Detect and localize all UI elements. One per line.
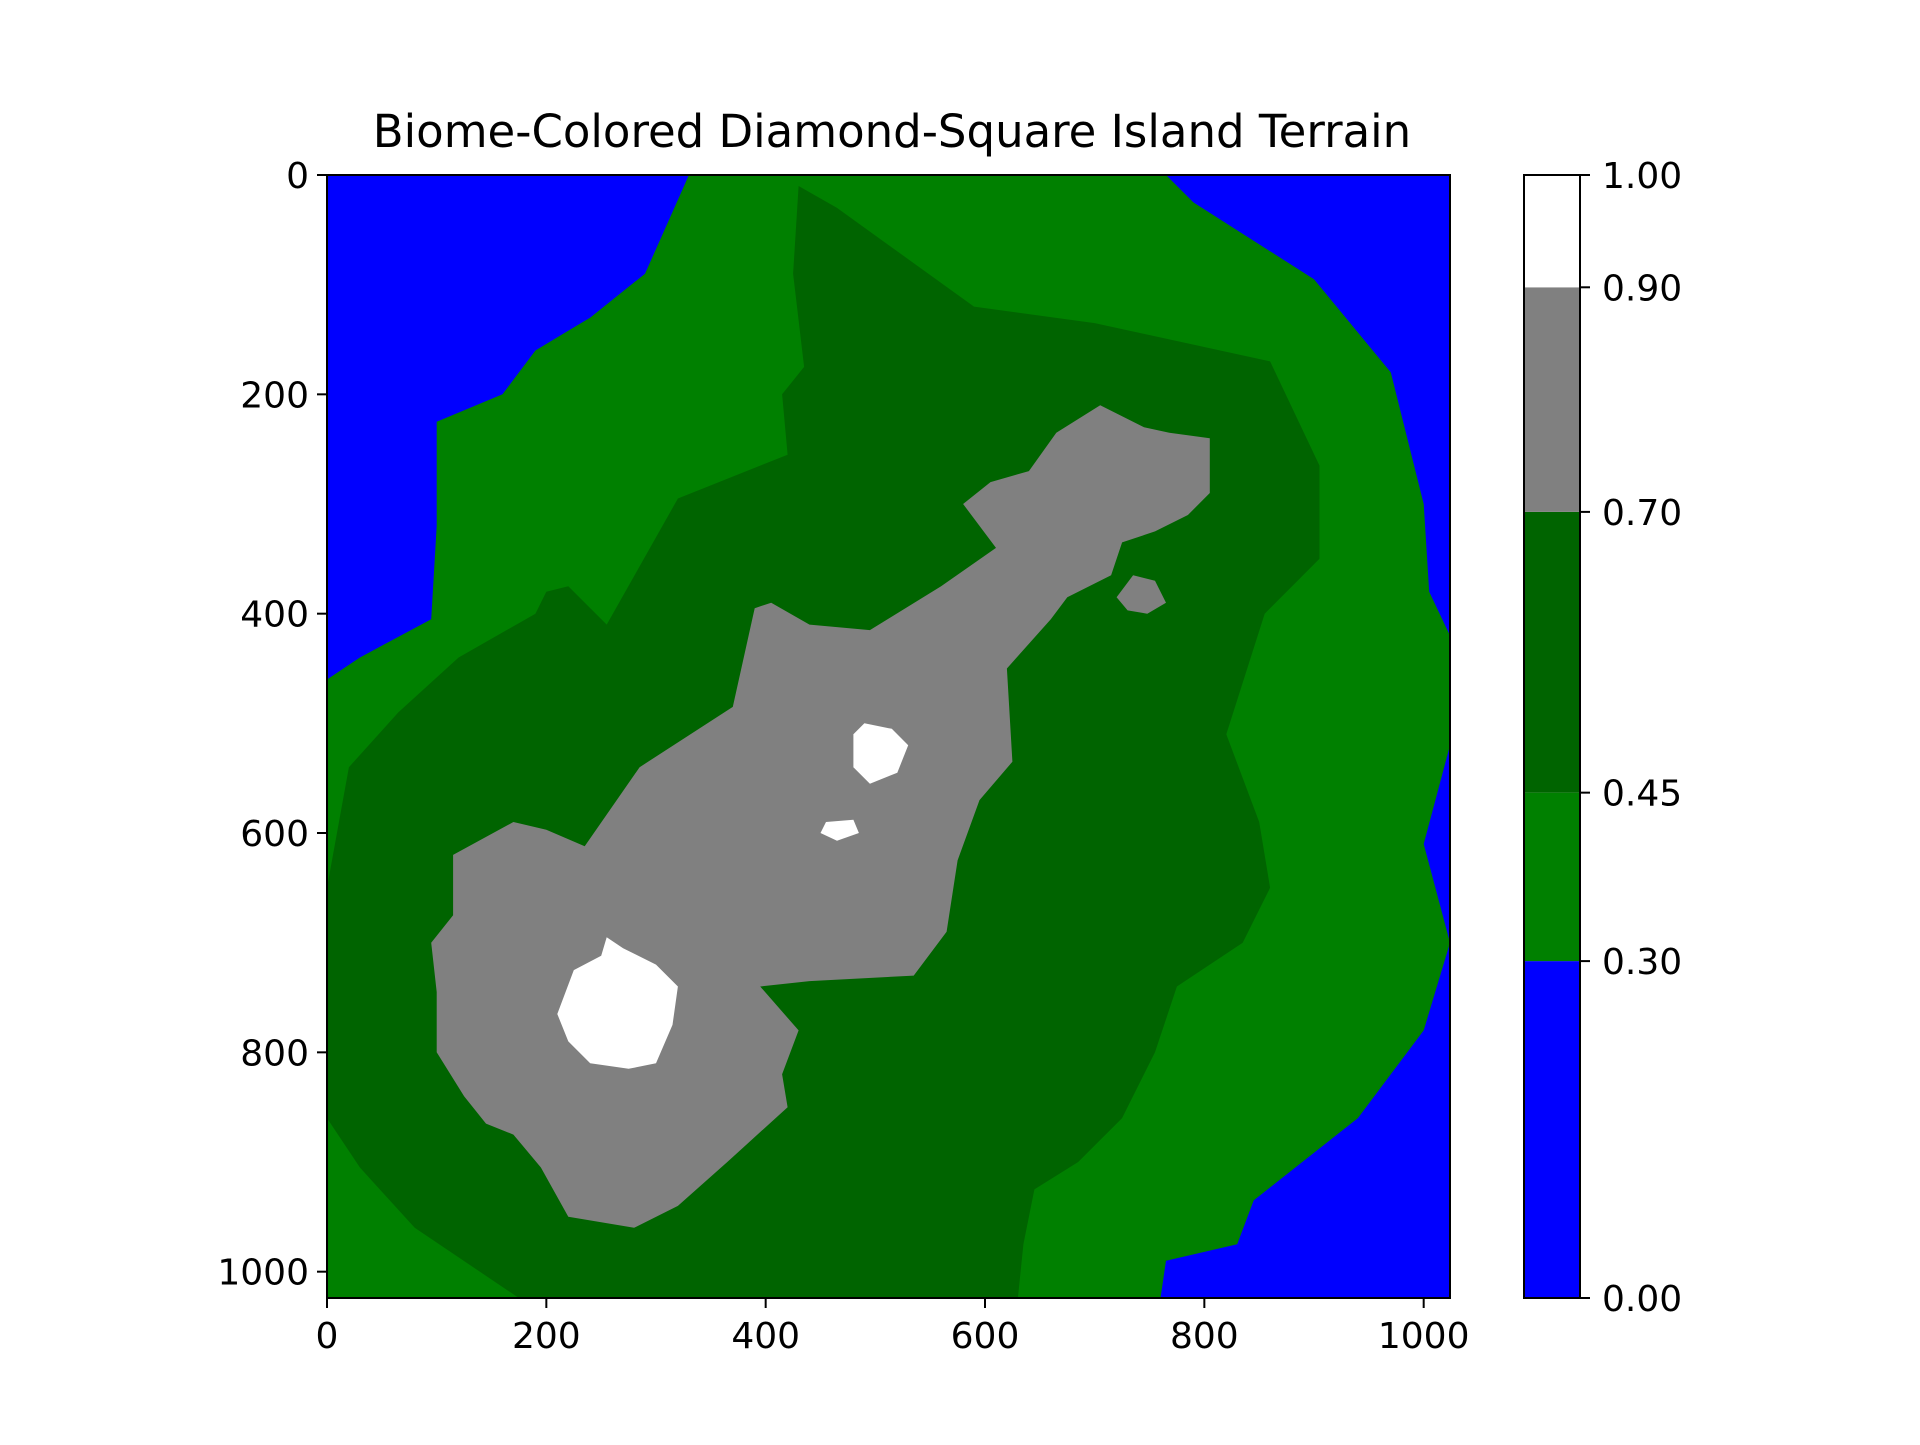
- y-tick-label: 1000: [217, 1253, 309, 1294]
- y-tick-label: 600: [240, 814, 309, 855]
- colorbar-tick-label: 1.00: [1602, 156, 1682, 197]
- colorbar-segment: [1524, 793, 1580, 961]
- colorbar-segment: [1524, 175, 1580, 287]
- colorbar-tick-label: 0.90: [1602, 268, 1682, 309]
- terrain-map: [327, 175, 1450, 1298]
- colorbar-segment: [1524, 961, 1580, 1298]
- colorbar: 0.00 0.30 0.45 0.70 0.90 1.00: [1524, 156, 1682, 1320]
- chart-title: Biome-Colored Diamond-Square Island Terr…: [373, 105, 1411, 158]
- colorbar-segment: [1524, 512, 1580, 793]
- x-axis: 0 200 400 600 800 1000: [316, 1298, 1470, 1357]
- x-tick-label: 200: [512, 1316, 581, 1357]
- y-tick-label: 200: [240, 375, 309, 416]
- y-axis: 0 200 400 600 800 1000: [217, 156, 327, 1294]
- x-tick-label: 1000: [1378, 1316, 1470, 1357]
- x-tick-label: 400: [731, 1316, 800, 1357]
- colorbar-tick-label: 0.30: [1602, 942, 1682, 983]
- x-tick-label: 600: [951, 1316, 1020, 1357]
- x-tick-label: 0: [316, 1316, 339, 1357]
- x-tick-label: 800: [1170, 1316, 1239, 1357]
- y-tick-label: 800: [240, 1033, 309, 1074]
- colorbar-segment: [1524, 287, 1580, 512]
- y-tick-label: 0: [286, 156, 309, 197]
- y-tick-label: 400: [240, 595, 309, 636]
- colorbar-tick-label: 0.45: [1602, 774, 1682, 815]
- colorbar-tick-label: 0.00: [1602, 1279, 1682, 1320]
- colorbar-tick-label: 0.70: [1602, 493, 1682, 534]
